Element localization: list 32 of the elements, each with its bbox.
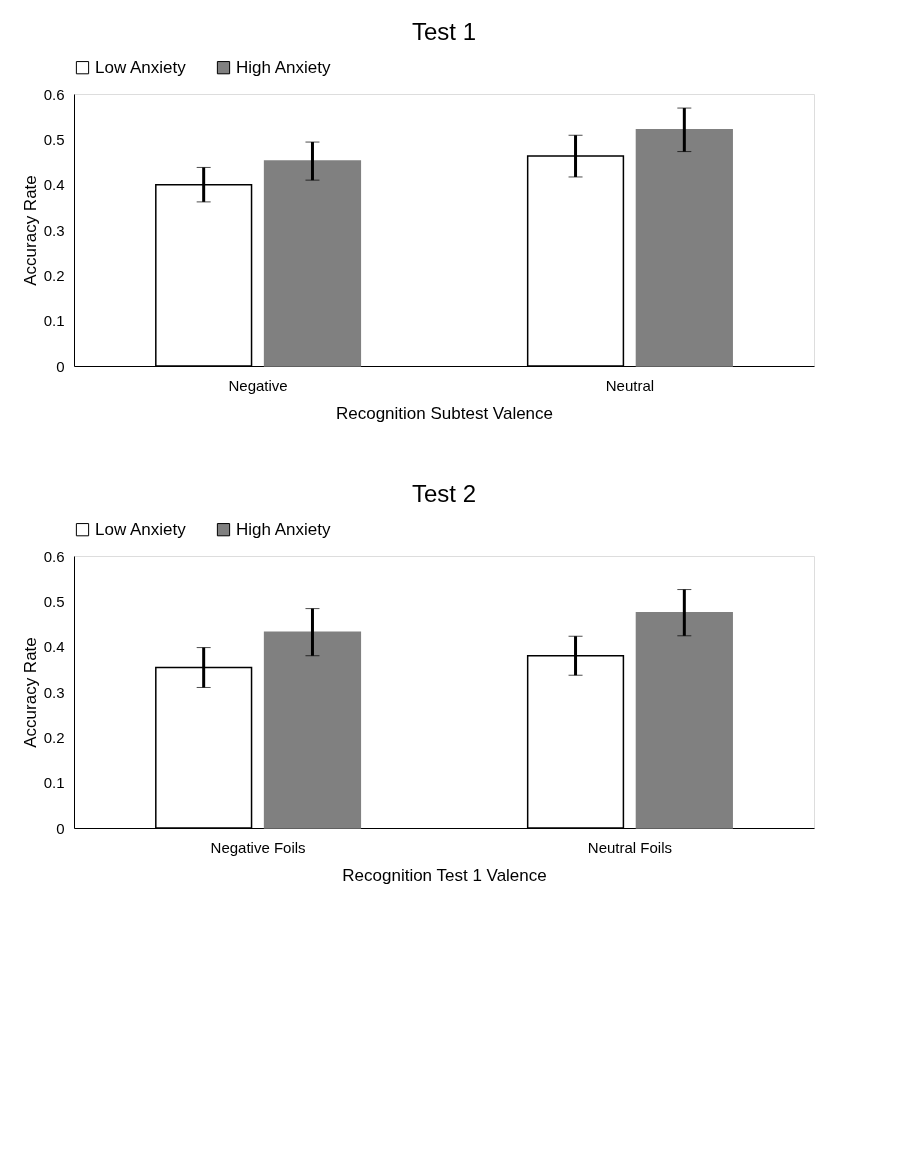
bar (263, 160, 362, 367)
y-tick-label: 0.1 (43, 312, 65, 330)
x-tick-label: Negative (228, 376, 288, 394)
bar (635, 611, 733, 829)
bar (635, 129, 733, 367)
y-tick-label: 0.6 (43, 85, 65, 103)
chart-title: Test 1 (411, 18, 477, 45)
y-tick-label: 0.4 (43, 176, 65, 194)
chart-title: Test 2 (411, 480, 477, 507)
x-axis-title: Recognition Subtest Valence (335, 403, 554, 423)
y-tick-label: 0.3 (43, 683, 65, 701)
x-axis-title: Recognition Test 1 Valence (342, 865, 547, 885)
x-tick-label: Neutral Foils (587, 838, 673, 856)
y-tick-label: 0 (56, 819, 65, 837)
legend-label: Low Anxiety (95, 57, 187, 77)
legend-label: High Anxiety (236, 57, 331, 77)
y-tick-label: 0.4 (43, 638, 65, 656)
y-axis-title: Accuracy Rate (20, 637, 40, 748)
y-tick-label: 0 (56, 357, 65, 375)
y-tick-label: 0.5 (43, 592, 65, 610)
x-tick-label: Neutral (605, 376, 655, 394)
legend-label: Low Anxiety (95, 519, 187, 539)
y-tick-label: 0.2 (43, 728, 65, 746)
y-axis-title: Accuracy Rate (20, 175, 40, 286)
x-tick-label: Negative Foils (210, 838, 306, 856)
y-tick-label: 0.1 (43, 774, 65, 792)
bar (263, 631, 362, 829)
y-tick-label: 0.5 (43, 130, 65, 148)
legend-label: High Anxiety (236, 519, 331, 539)
y-tick-label: 0.6 (43, 547, 65, 565)
y-tick-label: 0.3 (43, 221, 65, 239)
y-tick-label: 0.2 (43, 266, 65, 284)
